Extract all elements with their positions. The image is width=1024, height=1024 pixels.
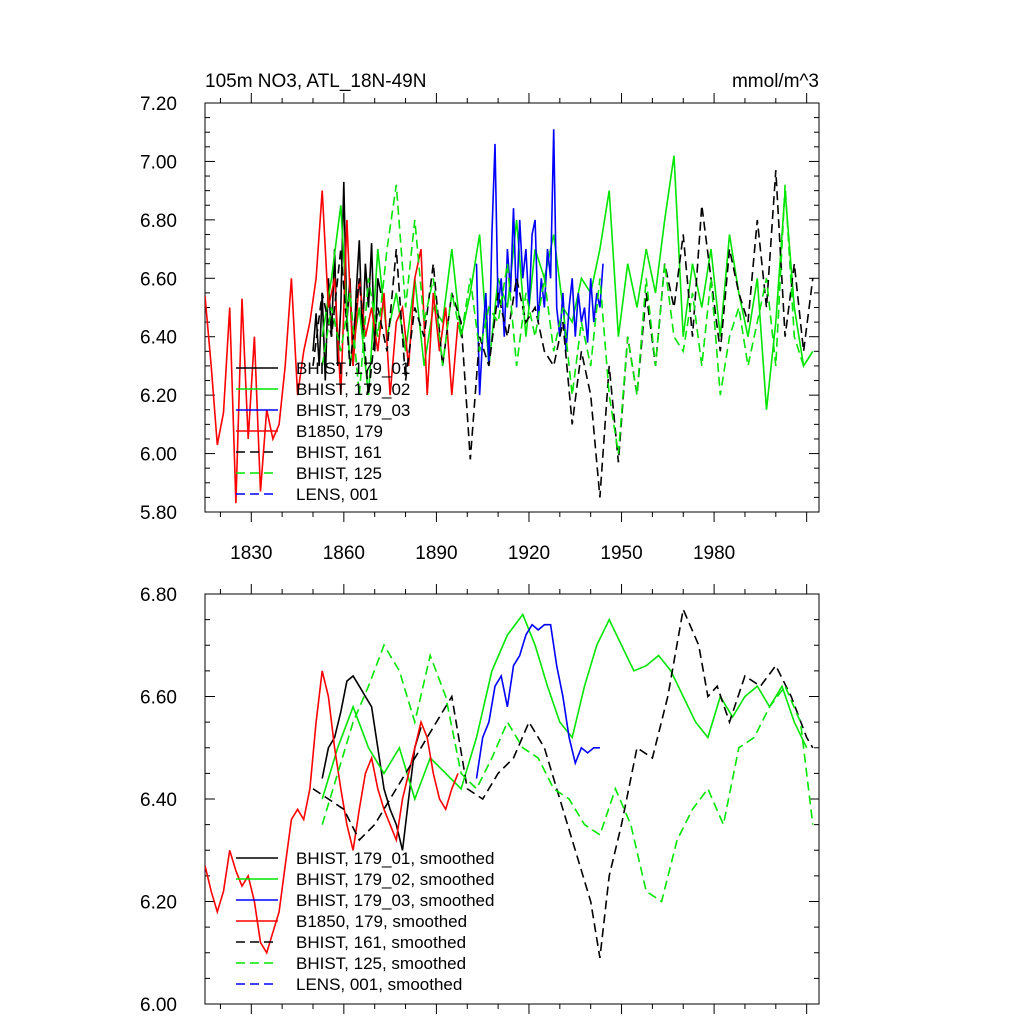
top-series-lines bbox=[205, 129, 814, 504]
top-ticks bbox=[205, 93, 819, 522]
top-tick-labels: 5.80 6.00 6.20 6.40 6.60 6.80 7.00 7.20 1830 1860… bbox=[140, 94, 735, 564]
y-tick-label: 6.60 bbox=[140, 688, 177, 709]
x-tick-label: 1980 bbox=[693, 543, 735, 564]
series-line bbox=[205, 670, 459, 955]
series-line bbox=[321, 184, 814, 454]
y-tick-label: 6.80 bbox=[140, 585, 177, 606]
y-tick-label: 6.40 bbox=[140, 328, 177, 349]
legend-label: BHIST, 161 bbox=[296, 443, 382, 462]
legend-label: LENS, 001, smoothed bbox=[296, 975, 462, 994]
bottom-series-lines bbox=[205, 606, 814, 959]
bottom-tick-labels: 6.00 6.20 6.40 6.60 6.80 bbox=[140, 585, 177, 1016]
legend-label: BHIST, 179_03 bbox=[296, 401, 410, 420]
series-line bbox=[475, 129, 604, 396]
series-line bbox=[321, 612, 808, 802]
series-line bbox=[205, 190, 459, 504]
y-tick-label: 7.00 bbox=[140, 152, 177, 173]
y-tick-label: 6.20 bbox=[140, 386, 177, 407]
x-tick-label: 1830 bbox=[230, 543, 272, 564]
y-tick-label: 6.40 bbox=[140, 790, 177, 811]
x-tick-label: 1860 bbox=[323, 543, 365, 564]
bottom-legend: BHIST, 179_01, smoothed BHIST, 179_02, sm… bbox=[236, 849, 494, 994]
top-chart-title: 105m NO3, ATL_18N-49N bbox=[205, 71, 426, 92]
top-chart-units: mmol/m^3 bbox=[732, 71, 819, 92]
y-tick-label: 5.80 bbox=[140, 503, 177, 524]
y-tick-label: 6.00 bbox=[140, 445, 177, 466]
series-line bbox=[321, 643, 814, 903]
x-tick-label: 1950 bbox=[600, 543, 642, 564]
bottom-panel: 6.00 6.20 6.40 6.60 6.80 BHIST, 179_01, smoo… bbox=[140, 584, 820, 1016]
legend-label: BHIST, 161, smoothed bbox=[296, 933, 466, 952]
series-line bbox=[312, 606, 814, 959]
y-tick-label: 6.80 bbox=[140, 211, 177, 232]
y-tick-label: 6.60 bbox=[140, 269, 177, 290]
series-line bbox=[475, 623, 600, 779]
series-line bbox=[312, 170, 814, 498]
legend-label: BHIST, 179_02, smoothed bbox=[296, 870, 494, 889]
y-tick-label: 7.20 bbox=[140, 94, 177, 115]
series-line bbox=[321, 155, 814, 410]
legend-label: BHIST, 179_02 bbox=[296, 380, 410, 399]
legend-label: LENS, 001 bbox=[296, 485, 378, 504]
legend-label: B1850, 179, smoothed bbox=[296, 912, 467, 931]
y-tick-label: 6.20 bbox=[140, 893, 177, 914]
legend-label: B1850, 179 bbox=[296, 422, 383, 441]
series-line bbox=[321, 674, 422, 851]
legend-label: BHIST, 179_01, smoothed bbox=[296, 849, 494, 868]
legend-label: BHIST, 125 bbox=[296, 464, 382, 483]
x-tick-label: 1920 bbox=[508, 543, 550, 564]
top-panel: 105m NO3, ATL_18N-49N mmol/m^3 5.80 6.00 6… bbox=[140, 71, 820, 564]
legend-label: BHIST, 179_03, smoothed bbox=[296, 891, 494, 910]
legend-label: BHIST, 125, smoothed bbox=[296, 954, 466, 973]
legend-label: BHIST, 179_01 bbox=[296, 359, 410, 378]
y-tick-label: 6.00 bbox=[140, 995, 177, 1016]
top-legend: BHIST, 179_01 BHIST, 179_02 BHIST, 179_03 B… bbox=[236, 359, 410, 504]
x-tick-label: 1890 bbox=[415, 543, 457, 564]
bottom-ticks bbox=[205, 584, 819, 1014]
